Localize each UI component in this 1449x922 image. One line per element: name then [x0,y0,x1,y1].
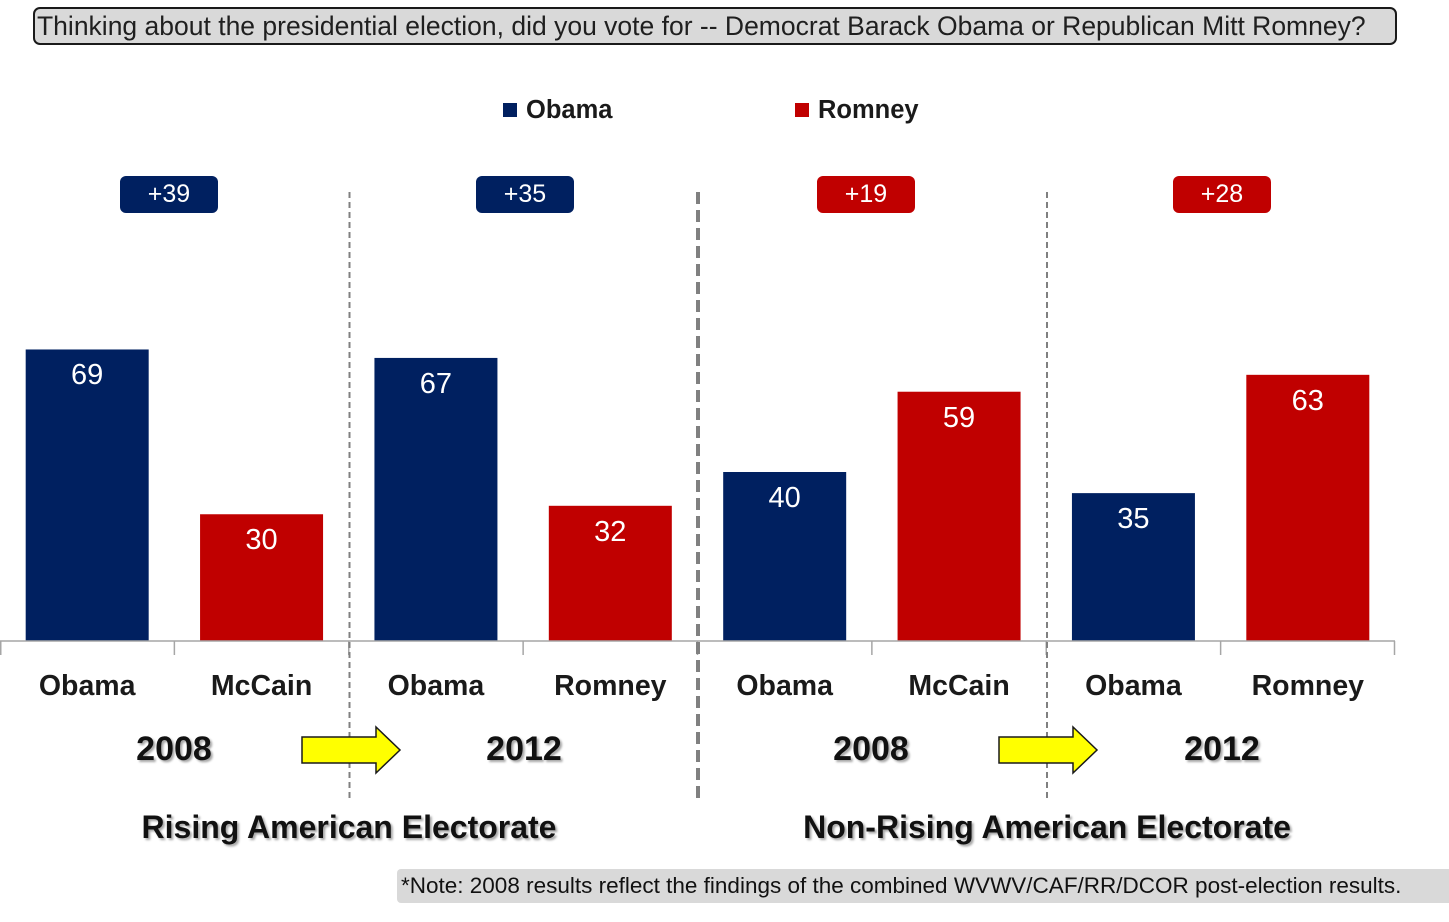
legend-item-romney: Romney [795,96,919,124]
legend-label-obama: Obama [526,95,613,124]
bar-value-label-obama-2008-non-rising-american-electorate: 40 [768,482,801,514]
category-label-mccain-2008-non-rising-american-electorate: McCain [908,670,1010,702]
category-label-obama-2012-non-rising-american-electorate: Obama [1085,670,1182,702]
category-label-mccain-2008-rising-american-electorate: McCain [210,670,313,702]
legend-item-obama: Obama [503,96,612,124]
bar-obama-2008-rising-american-electorate [25,349,149,641]
year-label-non-rising-2012: 2012 [1184,730,1260,768]
margin-badge-non-rising-2008: +19 [817,176,915,213]
chart-title: Thinking about the presidential election… [33,7,1397,45]
bar-value-label-romney-2012-non-rising-american-electorate: 63 [1291,384,1324,417]
bar-romney-2012-rising-american-electorate [548,505,672,641]
bar-obama-2012-non-rising-american-electorate [1071,493,1195,641]
legend-swatch-romney [795,103,809,117]
bar-value-label-obama-2008-rising-american-electorate: 69 [71,359,104,392]
bars-layer [25,349,1370,641]
footnote: *Note: 2008 results reflect the findings… [397,869,1449,903]
group-label-rising: Rising American Electorate [141,809,557,845]
category-label-romney-2012-non-rising-american-electorate: Romney [1251,670,1365,702]
bar-obama-2008-non-rising-american-electorate [723,472,847,641]
margin-badge-rising-2008: +39 [120,176,218,213]
bar-value-label-obama-2012-non-rising-american-electorate: 35 [1117,503,1150,536]
bar-value-label-obama-2012-rising-american-electorate: 67 [419,367,453,400]
category-label-obama-2008-rising-american-electorate: Obama [38,670,136,702]
group-label-non-rising: Non-Rising American Electorate [803,809,1291,845]
margin-badge-rising-2012: +35 [476,176,574,213]
bar-mccain-2008-rising-american-electorate [200,514,324,641]
bar-mccain-2008-non-rising-american-electorate [897,391,1021,641]
category-label-romney-2012-rising-american-electorate: Romney [554,670,667,702]
bar-value-label-mccain-2008-rising-american-electorate: 30 [245,524,278,557]
arrow-right-icon [998,725,1099,775]
category-label-obama-2012-rising-american-electorate: Obama [387,670,485,702]
year-label-rising-2012: 2012 [486,730,562,768]
bar-value-label-romney-2012-rising-american-electorate: 32 [594,515,627,548]
bar-value-label-mccain-2008-non-rising-american-electorate: 59 [942,401,976,434]
year-label-rising-2008: 2008 [136,730,212,768]
margin-badge-non-rising-2012: +28 [1173,176,1271,213]
bar-romney-2012-non-rising-american-electorate [1246,374,1370,641]
legend-swatch-obama [503,103,517,117]
legend-label-romney: Romney [818,95,919,124]
bar-obama-2012-rising-american-electorate [374,357,498,641]
year-label-non-rising-2008: 2008 [833,730,909,768]
arrow-right-icon [301,725,402,775]
category-label-obama-2008-non-rising-american-electorate: Obama [736,670,833,702]
